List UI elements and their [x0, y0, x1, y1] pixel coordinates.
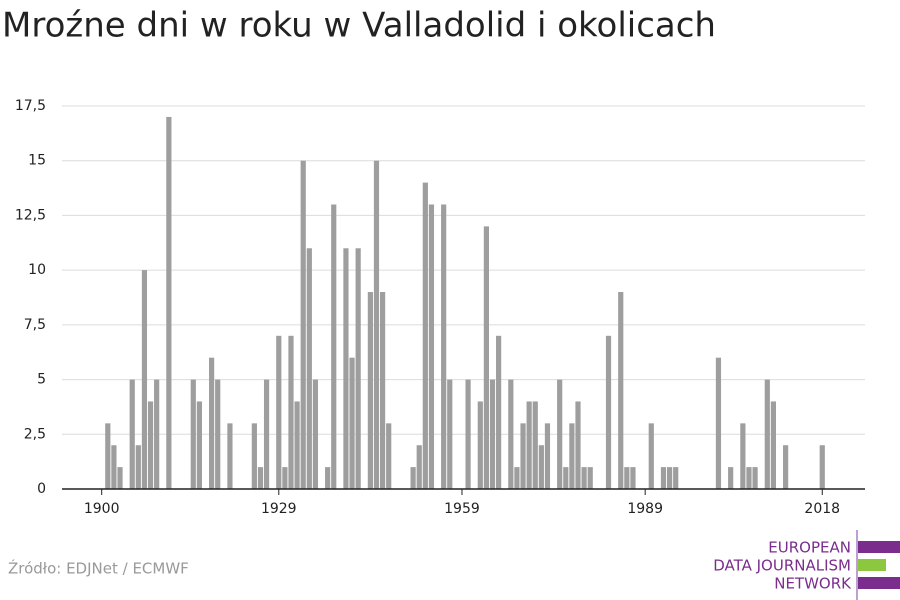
bar	[154, 379, 160, 489]
bar	[111, 445, 117, 489]
source: Źródło: EDJNet / ECMWF	[8, 559, 189, 578]
bar	[288, 335, 294, 489]
bar	[746, 467, 752, 489]
bar	[428, 204, 435, 489]
bar	[367, 292, 373, 489]
bar	[300, 160, 306, 489]
bar	[209, 357, 215, 489]
bar	[563, 467, 569, 489]
bar	[581, 467, 587, 489]
bar	[483, 226, 489, 489]
bar	[526, 401, 532, 489]
bar	[477, 401, 483, 489]
bar	[508, 379, 514, 489]
bar	[441, 204, 447, 489]
logo-bar	[858, 577, 900, 589]
bar	[117, 467, 123, 489]
bar	[251, 423, 257, 489]
bar	[166, 116, 172, 489]
bar	[386, 423, 392, 489]
bar	[135, 445, 141, 489]
bar	[227, 423, 233, 489]
bar	[282, 467, 288, 489]
bar	[325, 467, 331, 489]
bar	[196, 401, 202, 489]
bar	[569, 423, 575, 489]
bar	[752, 467, 758, 489]
y-tick-label: 7,5	[24, 317, 46, 333]
bar	[673, 467, 679, 489]
bar	[263, 379, 270, 489]
bar	[331, 204, 337, 489]
bar	[819, 445, 825, 489]
bar	[373, 160, 380, 489]
x-tick-label: 2018	[804, 501, 840, 517]
bar	[465, 379, 471, 489]
bar	[544, 423, 551, 489]
bar	[728, 467, 734, 489]
bar	[770, 401, 776, 489]
logo-bar	[858, 541, 900, 553]
y-tick-label: 15	[28, 153, 46, 169]
bar	[557, 379, 563, 489]
y-tick-label: 5	[37, 372, 46, 388]
bar	[538, 445, 544, 489]
bar	[306, 248, 312, 489]
bar	[312, 379, 319, 489]
bar	[587, 467, 593, 489]
bar	[575, 401, 581, 489]
x-tick-label: 1989	[627, 501, 663, 517]
bar	[532, 401, 538, 489]
bar	[190, 379, 196, 489]
bar	[618, 292, 624, 489]
logo: EUROPEAN DATA JOURNALISM NETWORK	[713, 530, 900, 600]
bar	[349, 357, 355, 489]
bar	[129, 379, 135, 489]
bar	[276, 335, 282, 489]
bar	[648, 423, 654, 489]
bar	[605, 335, 612, 489]
bar	[715, 357, 722, 489]
y-tick-label: 10	[28, 262, 46, 278]
bar	[422, 182, 428, 489]
x-tick-label: 1929	[261, 501, 297, 517]
bar	[489, 379, 496, 489]
bar	[447, 379, 453, 489]
x-tick-label: 1959	[444, 501, 480, 517]
bar	[416, 445, 422, 489]
bar	[740, 423, 746, 489]
bar	[294, 401, 300, 489]
bar	[141, 270, 148, 489]
bar	[379, 292, 386, 489]
x-tick-label: 1900	[84, 501, 120, 517]
bar	[624, 467, 630, 489]
bar	[147, 401, 154, 489]
bar	[215, 379, 221, 489]
bar	[764, 379, 770, 489]
bar	[520, 423, 526, 489]
bar	[514, 467, 520, 489]
bar	[666, 467, 673, 489]
bar	[410, 467, 416, 489]
logo-text: EUROPEAN	[768, 539, 851, 557]
bar	[343, 248, 349, 489]
y-tick-label: 12,5	[15, 207, 46, 223]
y-tick-label: 0	[37, 481, 46, 497]
y-tick-label: 2,5	[24, 426, 46, 442]
logo-bar	[858, 559, 886, 571]
bar	[105, 423, 111, 489]
bar	[630, 467, 636, 489]
y-tick-label: 17,5	[15, 98, 46, 114]
bar	[660, 467, 667, 489]
logo-text: DATA JOURNALISM	[713, 557, 851, 575]
chart-title: Mroźne dni w roku w Valladolid i okolica…	[2, 6, 716, 46]
bar	[257, 467, 264, 489]
bar	[496, 335, 502, 489]
logo-text: NETWORK	[774, 575, 852, 593]
bar	[355, 248, 361, 489]
bar	[783, 445, 789, 489]
